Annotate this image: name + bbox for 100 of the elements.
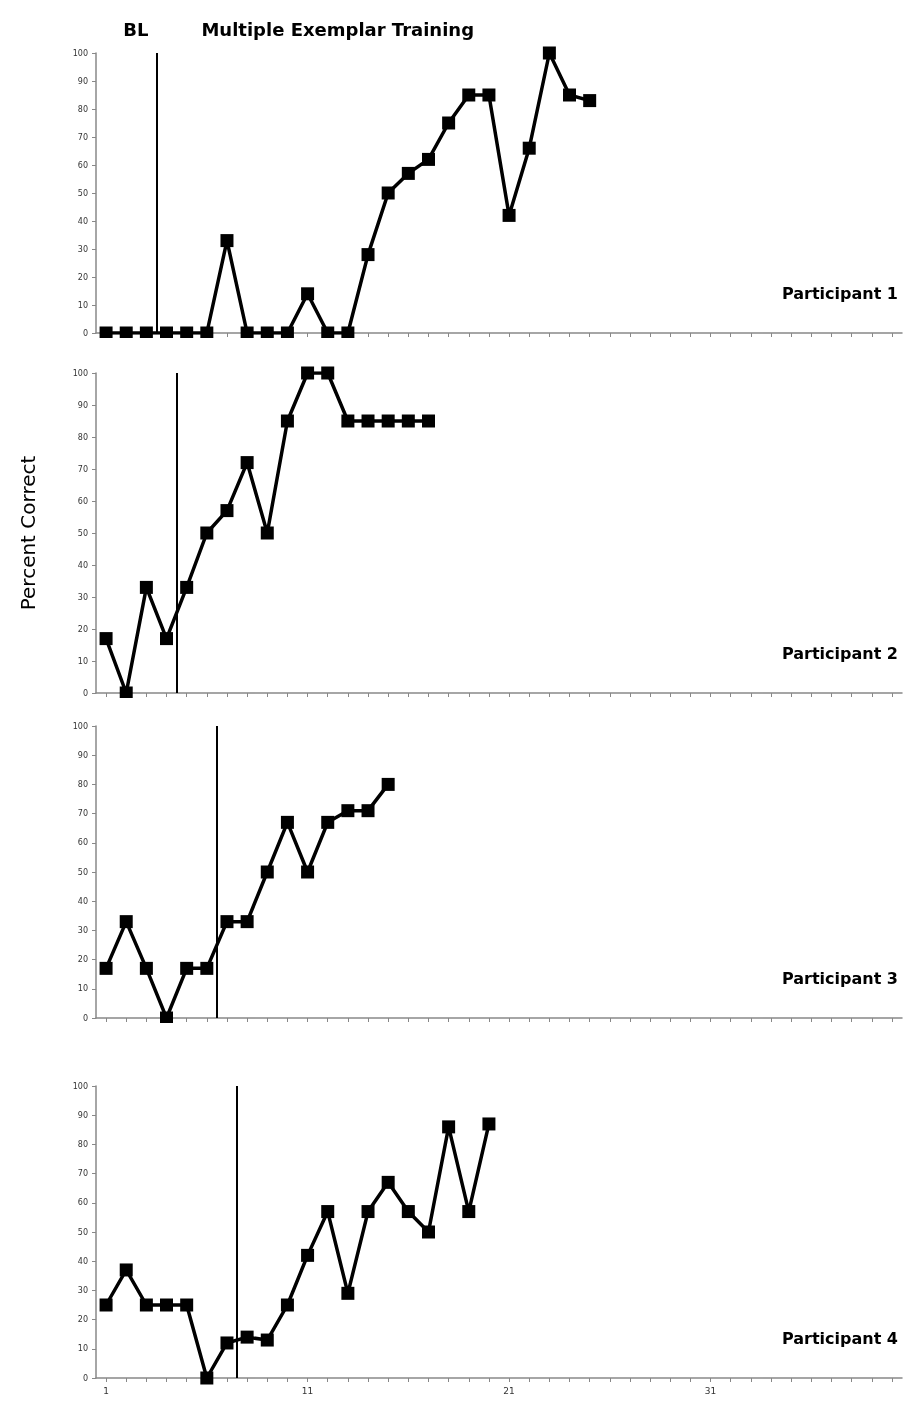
annotation: Participant 3 <box>781 968 898 988</box>
y-tick-label: 0 <box>82 688 88 698</box>
point <box>160 632 174 646</box>
point <box>160 1011 174 1023</box>
y-tick-label: 40 <box>77 896 88 906</box>
y-tick-label: 80 <box>77 1139 88 1149</box>
text: BL <box>123 18 149 40</box>
point <box>200 1371 214 1385</box>
point <box>99 1298 113 1312</box>
point <box>260 865 274 879</box>
point <box>119 1263 133 1277</box>
point <box>119 686 133 698</box>
point <box>139 326 153 338</box>
point <box>119 915 133 929</box>
point <box>502 208 516 222</box>
point <box>421 152 435 166</box>
point <box>442 116 456 130</box>
point <box>321 366 335 380</box>
y-tick-label: 100 <box>72 1081 88 1091</box>
annotation: Participant 1 <box>781 283 898 303</box>
point <box>361 804 375 818</box>
x-tick-label: 31 <box>704 1385 717 1396</box>
point <box>381 414 395 428</box>
point <box>341 804 355 818</box>
y-tick-label: 20 <box>77 955 88 965</box>
y-tick-label: 20 <box>77 272 88 282</box>
y-tick-label: 30 <box>77 1285 88 1295</box>
y-tick-label: 50 <box>77 528 88 538</box>
y-tick-label: 70 <box>77 464 88 474</box>
y-tick-label: 70 <box>77 1169 88 1179</box>
y-tick-label: 100 <box>72 48 88 58</box>
point <box>99 632 113 646</box>
point <box>99 326 113 338</box>
y-tick-label: 70 <box>77 809 88 819</box>
point <box>280 815 294 829</box>
y-tick-label: 10 <box>77 656 88 666</box>
annotation: Participant 2 <box>781 643 898 663</box>
point <box>321 815 335 829</box>
point <box>200 326 214 338</box>
point <box>119 326 133 338</box>
point <box>301 287 315 301</box>
point <box>381 186 395 200</box>
point <box>180 580 194 594</box>
point <box>321 326 335 338</box>
point <box>220 504 234 518</box>
point <box>381 1175 395 1189</box>
point <box>341 414 355 428</box>
y-tick-label: 60 <box>77 838 88 848</box>
point <box>421 414 435 428</box>
point <box>401 414 415 428</box>
point <box>260 1333 274 1347</box>
x-tick-label: 1 <box>103 1385 109 1396</box>
point <box>160 326 174 338</box>
point <box>139 961 153 975</box>
y-tick-label: 30 <box>77 925 88 935</box>
point <box>341 1286 355 1300</box>
y-tick-label: 80 <box>77 104 88 114</box>
point <box>542 46 556 60</box>
y-tick-label: 90 <box>77 750 88 760</box>
point <box>99 961 113 975</box>
y-tick-label: 10 <box>77 1344 88 1354</box>
point <box>301 865 315 879</box>
y-tick-label: 80 <box>77 432 88 442</box>
y-tick-label: 90 <box>77 76 88 86</box>
point <box>361 414 375 428</box>
point <box>522 141 536 155</box>
y-tick-label: 70 <box>77 132 88 142</box>
point <box>421 1225 435 1239</box>
point <box>381 777 395 791</box>
point <box>301 366 315 380</box>
y-tick-label: 0 <box>82 328 88 338</box>
point <box>482 88 496 102</box>
x-tick-label: 21 <box>503 1385 515 1396</box>
y-tick-label: 90 <box>77 1110 88 1120</box>
point <box>280 414 294 428</box>
point <box>563 88 577 102</box>
y-tick-label: 10 <box>77 300 88 310</box>
point <box>401 1205 415 1219</box>
point <box>462 88 476 102</box>
y-tick-label: 20 <box>77 1315 88 1325</box>
text: Multiple Exemplar Training <box>201 18 475 40</box>
y-tick-label: 60 <box>77 160 88 170</box>
point <box>139 1298 153 1312</box>
y-tick-label: 30 <box>77 592 88 602</box>
point <box>220 234 234 248</box>
y-tick-label: 50 <box>77 188 88 198</box>
point <box>401 166 415 180</box>
point <box>260 326 274 338</box>
y-tick-label: 40 <box>77 1256 88 1266</box>
y-tick-label: 40 <box>77 560 88 570</box>
point <box>240 1330 254 1344</box>
point <box>240 326 254 338</box>
y-tick-label: 40 <box>77 216 88 226</box>
point <box>462 1205 476 1219</box>
y-tick-label: 60 <box>77 1198 88 1208</box>
point <box>180 1298 194 1312</box>
point <box>240 456 254 470</box>
y-axis-title: Percent Correct <box>16 455 40 611</box>
point <box>442 1120 456 1134</box>
point <box>361 1205 375 1219</box>
